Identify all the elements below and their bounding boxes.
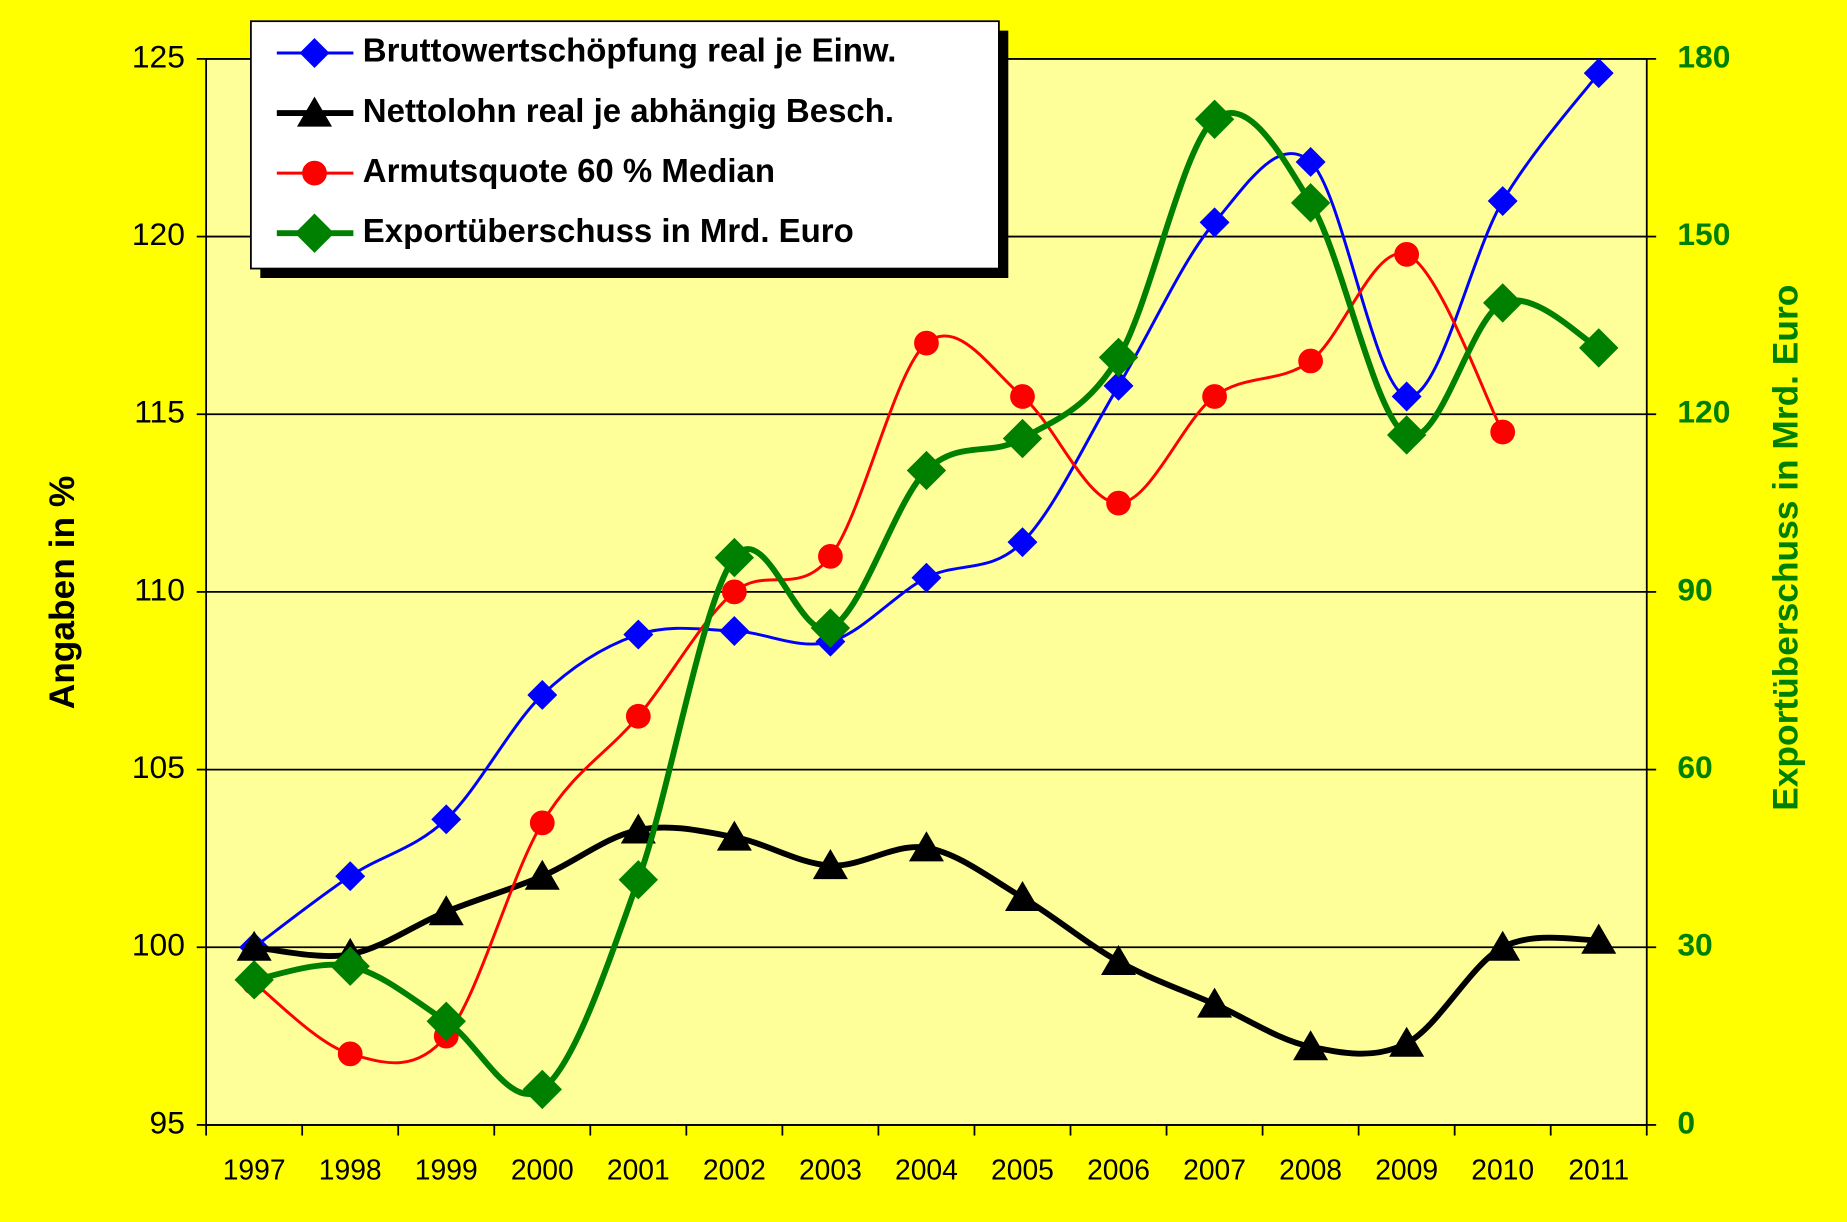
y2-tick-label: 180 [1677,38,1730,74]
marker [1010,384,1035,409]
legend: Bruttowertschöpfung real je Einw. Nettolo… [250,20,1009,278]
marker [522,1069,562,1110]
y-tick-label: 125 [132,38,185,74]
x-tick-label: 1998 [319,1154,382,1186]
marker [296,96,333,127]
x-tick-label: 2011 [1568,1154,1629,1186]
marker [1103,370,1134,401]
x-tick-label: 2005 [991,1154,1054,1186]
x-tick-label: 2003 [799,1154,862,1186]
y-tick-label: 110 [134,571,185,607]
marker [1002,418,1043,459]
x-tick-label: 2000 [511,1154,574,1186]
marker [428,895,464,926]
marker [1295,146,1326,177]
marker [302,160,327,186]
marker [625,703,651,729]
marker [623,619,654,650]
x-tick-label: 2009 [1375,1154,1438,1186]
legend-box [250,20,1000,270]
marker [1298,348,1323,374]
marker [524,859,560,890]
marker [335,861,366,892]
marker [1490,419,1516,445]
marker [812,849,848,880]
marker [620,813,656,844]
marker [914,330,939,356]
legend-label: Nettolohn real je abhängig Besch. [363,92,894,129]
y2-tick-label: 0 [1677,1104,1695,1140]
marker [716,820,752,851]
y-tick-label: 100 [132,927,185,963]
y2-tick-label: 120 [1677,394,1730,430]
marker [1293,1030,1329,1061]
marker [618,860,659,900]
marker [1004,881,1041,912]
marker [234,960,274,1000]
marker [1098,337,1139,378]
x-tick-label: 2008 [1279,1154,1342,1186]
marker [1485,930,1521,961]
x-tick-label: 2001 [607,1154,670,1186]
marker [1583,58,1614,89]
marker [908,831,944,862]
y-tick-label: 105 [132,749,185,785]
marker [294,213,335,253]
y2-tick-label: 60 [1677,749,1712,785]
marker [299,38,330,68]
marker [1581,923,1617,954]
x-tick-label: 2010 [1471,1154,1534,1186]
y-tick-label: 115 [134,394,185,430]
marker [529,810,555,836]
marker [810,608,851,648]
marker [818,544,843,569]
y2-axis-label: Exportüberschuss in Mrd. Euro [1766,285,1805,811]
x-tick-label: 2006 [1087,1154,1150,1186]
marker [1389,1026,1425,1057]
marker [1487,186,1518,217]
marker [1394,241,1420,267]
marker [906,450,947,491]
marker [1391,381,1422,412]
x-tick-label: 1999 [415,1154,478,1186]
marker [719,616,750,646]
legend-label: Exportüberschuss in Mrd. Euro [363,212,854,249]
marker [527,679,558,710]
marker [1579,328,1619,368]
marker [1194,99,1235,139]
marker [1199,207,1230,238]
marker [721,579,747,605]
marker [1197,987,1233,1018]
y-tick-label: 95 [150,1104,185,1140]
marker [1483,283,1523,323]
marker [330,946,370,986]
x-tick-label: 2002 [703,1154,766,1186]
y-axis-label: Angaben in % [43,476,82,710]
x-tick-label: 2007 [1183,1154,1246,1186]
x-tick-label: 1997 [223,1154,286,1186]
y2-tick-label: 90 [1677,571,1712,607]
y2-tick-label: 150 [1677,216,1730,252]
legend-label: Bruttowertschöpfung real je Einw. [363,32,897,69]
marker [911,562,942,593]
marker [337,1041,363,1067]
legend-label: Armutsquote 60 % Median [363,152,775,189]
marker [426,1001,466,1041]
marker [431,804,462,835]
marker [1106,490,1131,516]
marker [1101,944,1137,976]
x-tick-label: 2004 [895,1154,958,1186]
y2-tick-label: 30 [1677,927,1712,963]
marker [714,537,755,578]
marker [1202,384,1227,409]
marker [1386,415,1427,455]
y-tick-label: 120 [132,216,185,252]
marker [1290,183,1331,223]
marker [1007,527,1038,558]
